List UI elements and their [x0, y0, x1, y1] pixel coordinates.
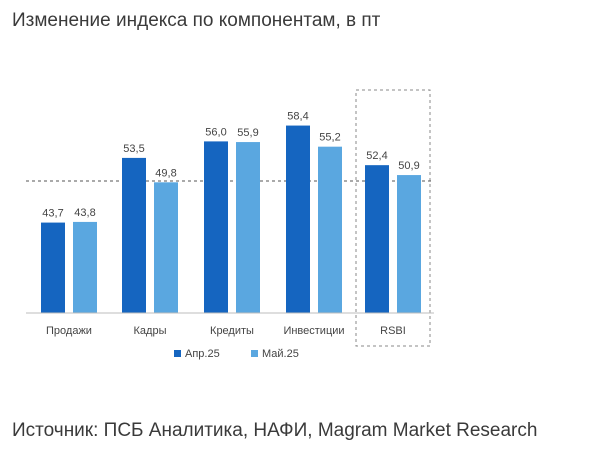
category-label: Продажи	[46, 325, 92, 337]
bar-may-2	[236, 142, 260, 313]
legend-label: Апр.25	[185, 348, 220, 360]
value-label: 43,7	[42, 208, 63, 220]
bar-apr-0	[41, 222, 65, 313]
bar-may-0	[73, 221, 97, 313]
bar-chart: 43,7 53,5 56,0 58,4 52,4 43,8 49,8 55,9 55,2 50,9…	[26, 89, 434, 360]
value-label: 58,4	[287, 111, 308, 123]
bar-may-1	[154, 182, 178, 313]
bar-may-3	[318, 146, 342, 313]
category-label: Кредиты	[210, 325, 254, 337]
value-label: 49,8	[155, 167, 176, 179]
value-label: 56,0	[205, 126, 226, 138]
bar-apr-1	[122, 157, 146, 313]
category-label: Кадры	[134, 325, 167, 337]
highlight-box	[355, 89, 431, 347]
bar-apr-3	[286, 125, 310, 313]
legend-label: Май.25	[262, 348, 299, 360]
chart-title: Изменение индекса по компонентам, в пт	[12, 10, 381, 31]
legend-swatch	[174, 350, 181, 357]
value-label: 55,9	[237, 127, 258, 139]
value-label: 43,8	[74, 207, 95, 219]
category-label: Инвестиции	[283, 325, 344, 337]
value-label: 53,5	[123, 143, 144, 155]
category-label: RSBI	[380, 325, 406, 337]
bar-apr-2	[204, 141, 228, 313]
bar-apr-4	[365, 165, 389, 313]
value-label: 52,4	[366, 150, 387, 162]
bar-may-4	[397, 175, 421, 313]
value-label: 55,2	[319, 132, 340, 144]
source-note: Источник: ПСБ Аналитика, НАФИ, Magram Ma…	[12, 420, 538, 441]
legend-swatch	[251, 350, 258, 357]
value-label: 50,9	[398, 160, 419, 172]
